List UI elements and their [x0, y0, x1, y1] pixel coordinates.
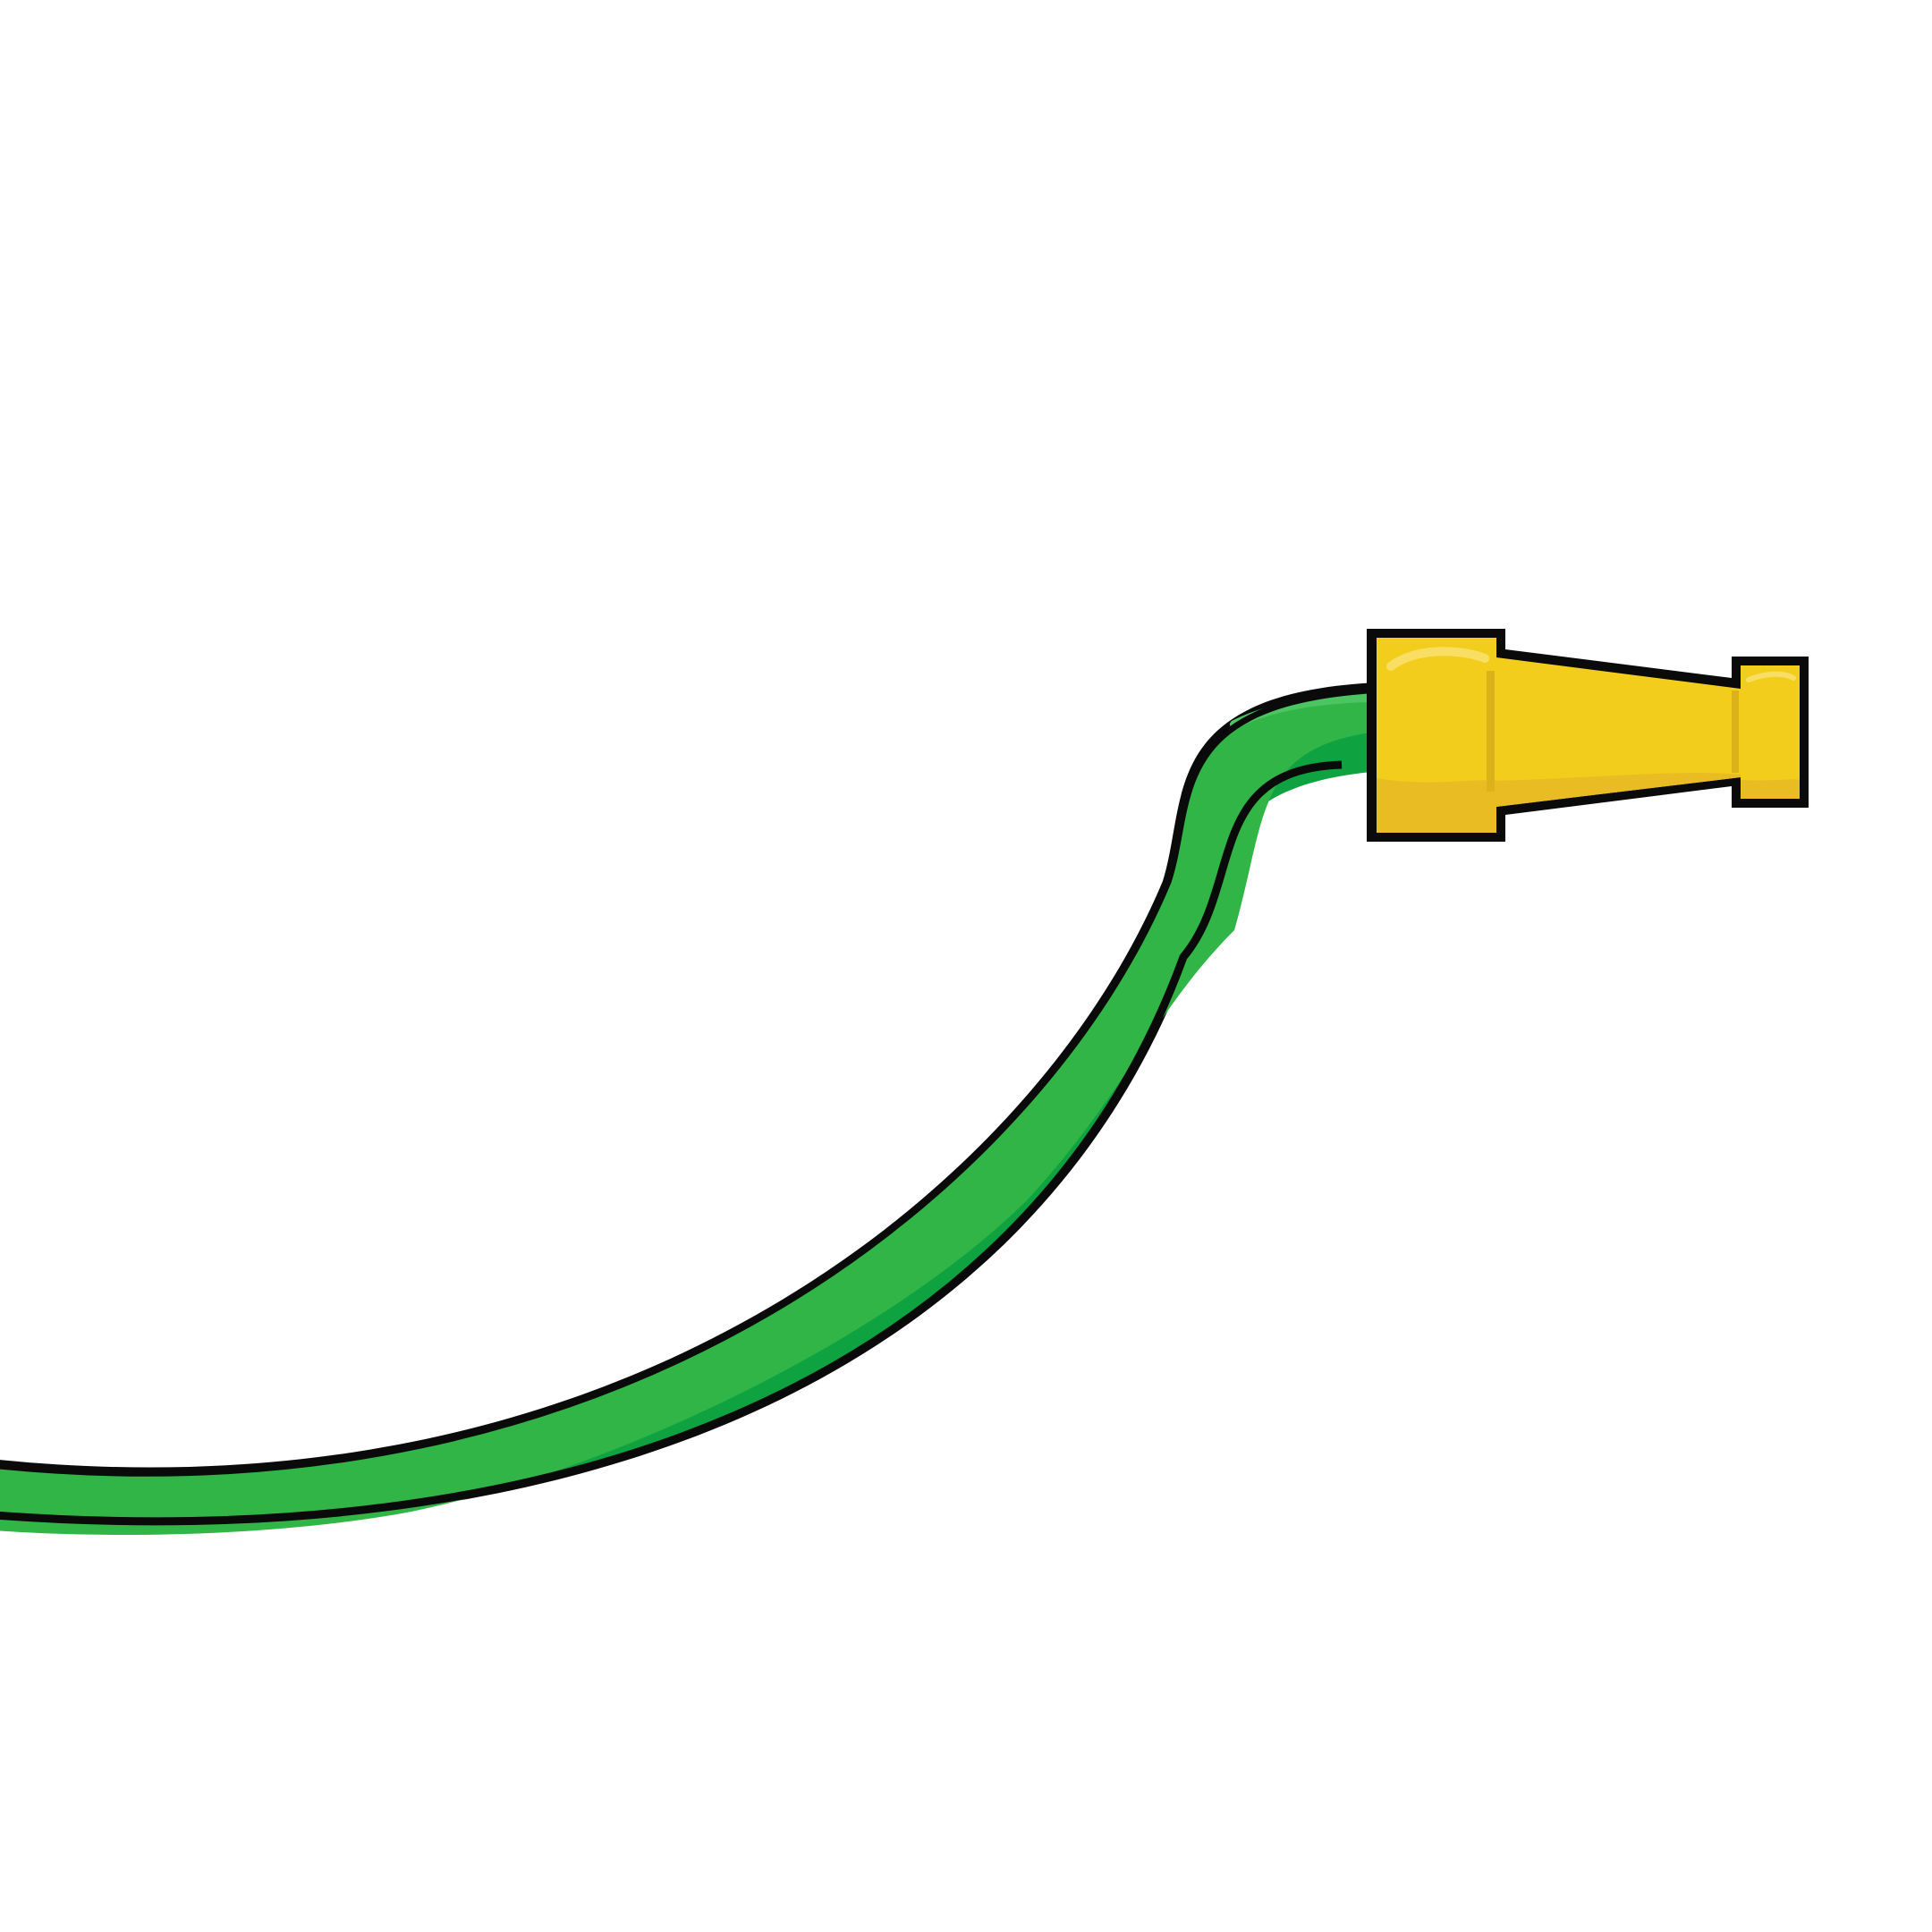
nozzle-shade [1377, 778, 1496, 833]
hose-top-edge [0, 685, 1414, 1477]
nozzle-rib-right [1732, 691, 1739, 773]
nozzle-tip-shade [1741, 779, 1800, 799]
hose-bottom-edge [0, 760, 1343, 1526]
nozzle-cone-shade [1496, 773, 1741, 807]
hose-nozzle [1367, 629, 1809, 842]
garden-hose [0, 682, 1414, 1535]
hose-light-fill [0, 689, 1413, 1535]
nozzle-highlight [1386, 647, 1489, 671]
nozzle-tip-highlight [1746, 671, 1796, 682]
nozzle-rib-left [1487, 671, 1495, 792]
